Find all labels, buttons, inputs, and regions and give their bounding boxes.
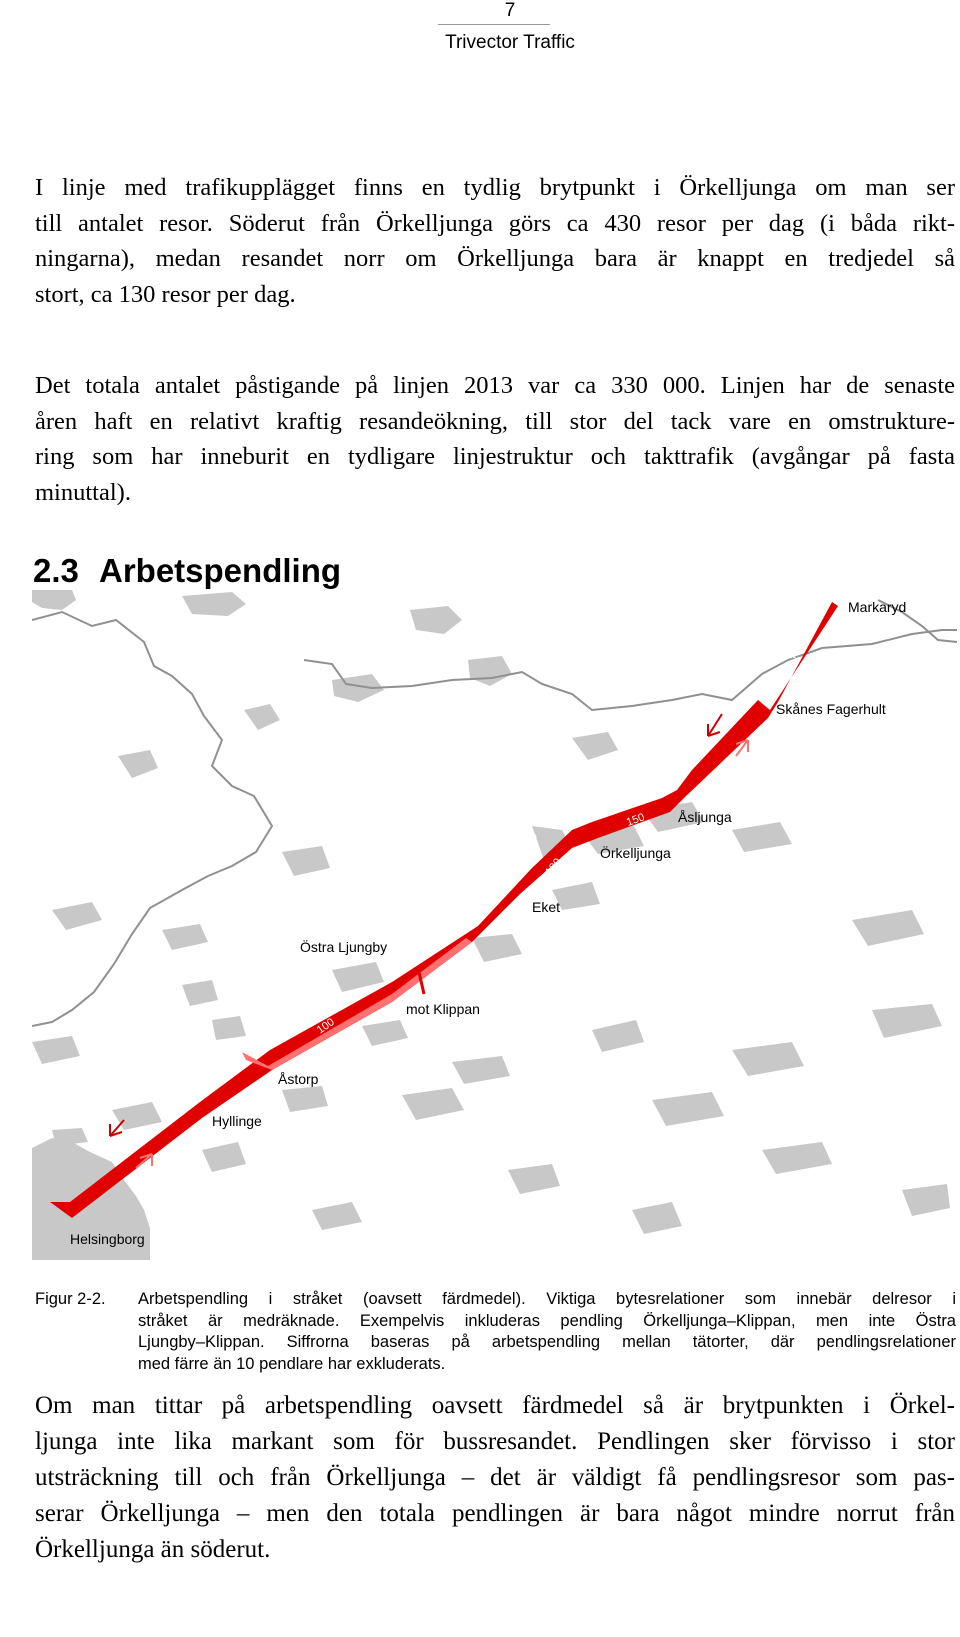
caption-line: stråket är medräknade. Exempelvis inklud… [138, 1311, 956, 1330]
flow-label: 300 [293, 982, 315, 1002]
urban-area [162, 924, 208, 950]
urban-area [732, 822, 792, 852]
flow-band-main [50, 602, 838, 1218]
urban-area [572, 732, 618, 760]
urban-area [332, 962, 384, 992]
text-line: I linje med trafikupplägget finns en tyd… [35, 174, 955, 201]
arrow-southbound-upper [707, 713, 723, 737]
caption-line: Ljungby–Klippan. Siffrorna baseras på ar… [138, 1333, 956, 1351]
urban-area [402, 1088, 464, 1120]
commuting-flow [50, 602, 838, 1218]
commuting-map: 50 100 150 150 250 100 300 100 Markaryd … [32, 590, 957, 1260]
text-line: åren haft en relativt kraftig resandeökn… [35, 407, 955, 435]
urban-area [212, 1016, 246, 1040]
section-heading: 2.3 Arbetspendling [33, 551, 341, 591]
urban-area [452, 1056, 510, 1084]
urban-area [410, 606, 462, 634]
text-line: Örkelljunga än söderut. [35, 1536, 271, 1563]
closing-paragraph: Om man tittar på arbetspendling oavsett … [35, 1388, 955, 1568]
urban-area [32, 1036, 80, 1064]
flow-band-light [242, 938, 472, 1070]
arrow-northbound-lower [135, 1153, 153, 1169]
urban-area [762, 1142, 832, 1174]
urban-area [362, 1020, 408, 1046]
county-border-east [303, 629, 957, 712]
urban-area [112, 1102, 162, 1130]
urban-area [852, 910, 924, 946]
urban-area [282, 1086, 328, 1112]
text-line: stort, ca 130 resor per dag. [35, 280, 296, 308]
place-label-hyllinge: Hyllinge [212, 1113, 262, 1129]
urban-area [182, 980, 218, 1006]
flow-label: 50 [776, 629, 792, 645]
text-line: serar Örkelljunga – men den totala pendl… [35, 1500, 955, 1527]
place-label-markaryd: Markaryd [848, 599, 906, 615]
header-rule [438, 24, 550, 25]
urban-area [632, 1202, 682, 1234]
text-line: ring som har inneburit en tydligare linj… [35, 443, 955, 470]
urban-area [52, 902, 102, 930]
urban-area [508, 1164, 560, 1194]
place-label-orkelljunga: Örkelljunga [600, 844, 671, 861]
urban-area [652, 1092, 724, 1126]
text-line: Det totala antalet påstigande på linjen … [35, 372, 955, 399]
flow-label: 150 [625, 811, 646, 829]
text-line: Om man tittar på arbetspendling oavsett … [35, 1392, 955, 1419]
urban-area [202, 1142, 246, 1172]
arrow-northbound-upper [735, 739, 749, 757]
flow-spur-klippan [416, 967, 426, 995]
borders [32, 599, 957, 1027]
place-label-mot-klippan: mot Klippan [406, 1001, 480, 1017]
urban-area [872, 1004, 942, 1038]
figure-label: Figur 2-2. [35, 1290, 106, 1308]
urban-area [52, 1128, 88, 1146]
flow-label: 150 [613, 787, 634, 805]
arrow-southbound-lower [109, 1119, 125, 1137]
text-line: ningarna), medan resandet norr om Örkell… [35, 245, 955, 272]
urban-area [472, 934, 522, 962]
intro-paragraph-1: I linje med trafikupplägget finns en tyd… [35, 170, 955, 312]
caption-line: med färre än 10 pendlare har exkluderats… [138, 1354, 446, 1373]
urban-area [182, 592, 246, 616]
place-label-helsingborg: Helsingborg [70, 1231, 145, 1247]
text-line: ljunga inte lika markant som för bussres… [35, 1428, 955, 1455]
place-label-eket: Eket [532, 899, 560, 915]
place-label-ostra-ljungby: Östra Ljungby [300, 938, 387, 955]
urban-areas [32, 590, 950, 1260]
urban-area [552, 882, 600, 910]
urban-area [244, 704, 280, 730]
section-title: Arbetspendling [99, 552, 342, 589]
place-label-asljunga: Åsljunga [678, 809, 732, 825]
urban-area [312, 1202, 362, 1230]
caption-line: Arbetspendling i stråket (oavsett färdme… [138, 1290, 956, 1308]
text-line: minuttal). [35, 478, 131, 506]
urban-area [118, 750, 158, 778]
county-border-ne [877, 599, 957, 643]
text-line: till antalet resor. Söderut från Örkellj… [35, 209, 955, 237]
place-label-astorp: Åstorp [278, 1071, 319, 1087]
county-border-north [32, 610, 274, 1027]
intro-paragraph-2: Det totala antalet påstigande på linjen … [35, 368, 955, 510]
urban-area [732, 1042, 804, 1076]
place-labels: Markaryd Skånes Fagerhult Åsljunga Örkel… [70, 599, 906, 1247]
urban-area [282, 846, 330, 876]
figure-caption: Arbetspendling i stråket (oavsett färdme… [138, 1289, 956, 1375]
urban-area [32, 590, 76, 610]
section-number: 2.3 [33, 552, 79, 589]
flow-label: 100 [788, 642, 807, 664]
urban-area [902, 1184, 950, 1216]
header-organization: Trivector Traffic [445, 32, 575, 53]
urban-area [468, 656, 512, 686]
place-label-skanes-fagerhult: Skånes Fagerhult [776, 701, 886, 717]
urban-area [592, 1020, 644, 1052]
text-line: utsträckning till och från Örkelljunga –… [35, 1464, 955, 1491]
page-number: 7 [504, 0, 516, 21]
